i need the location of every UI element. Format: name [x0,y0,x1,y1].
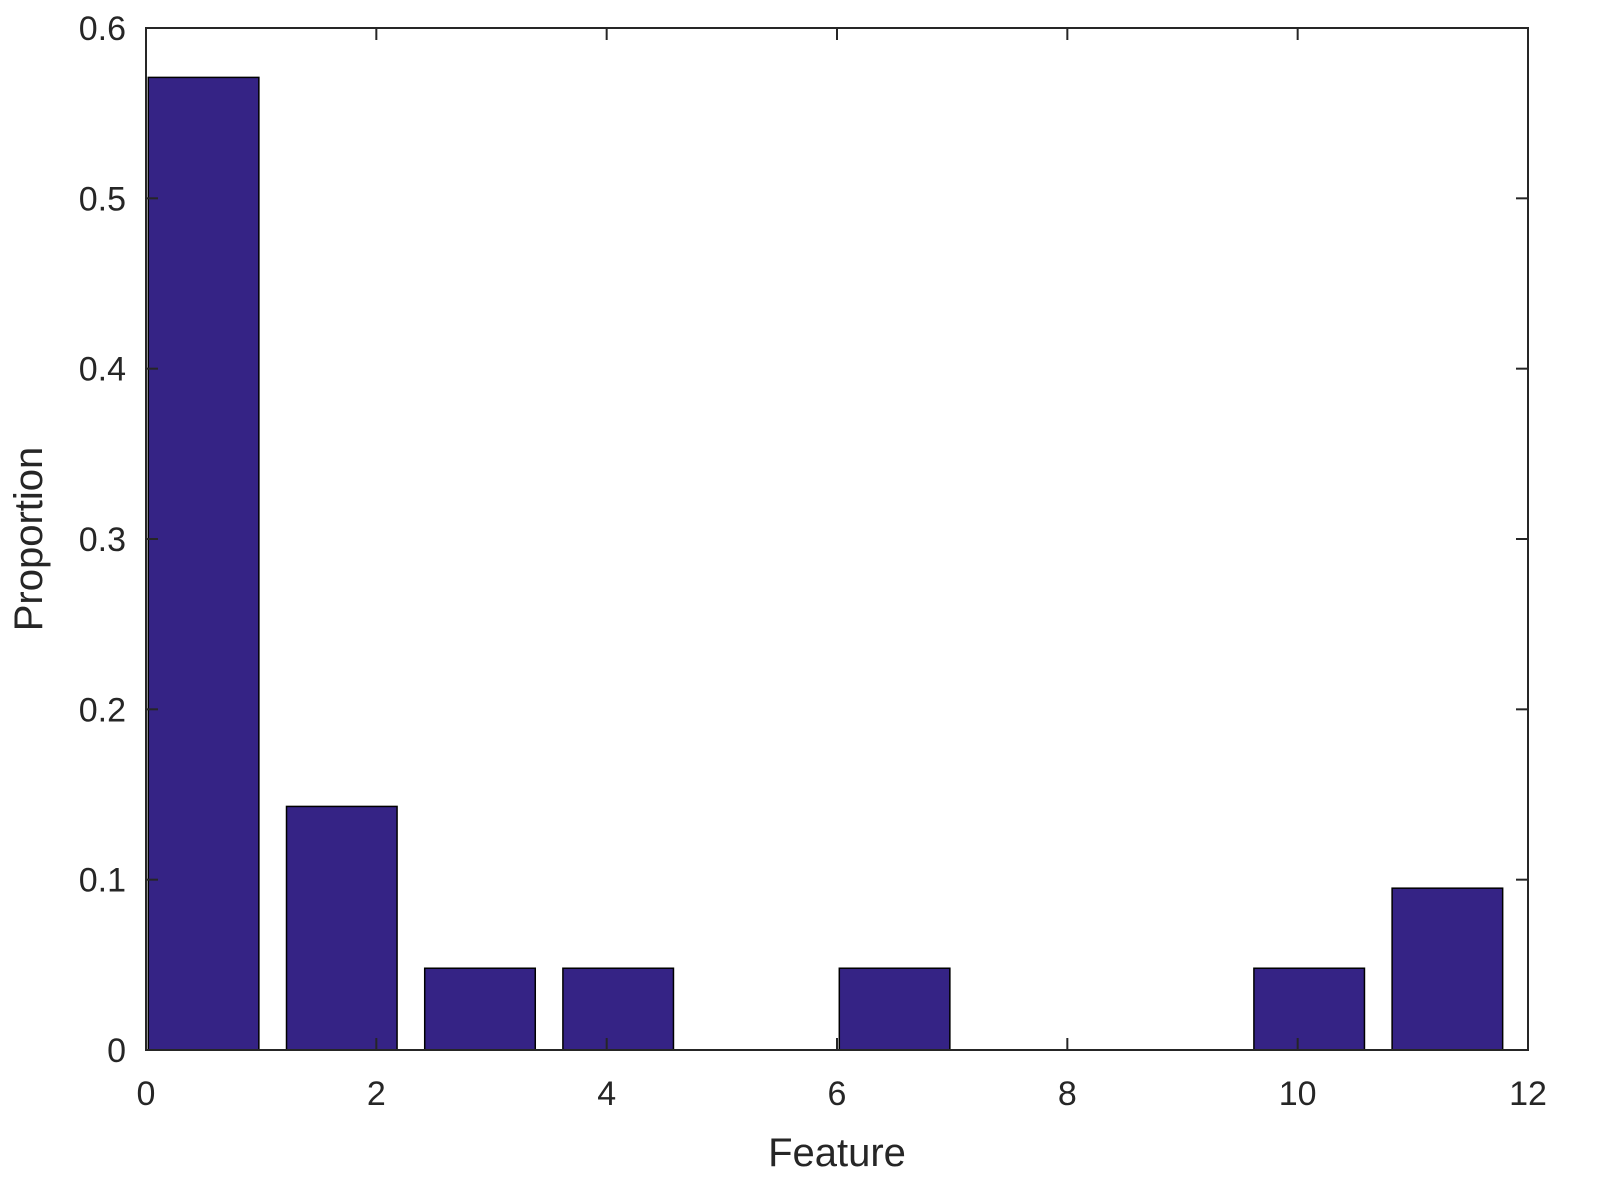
ticks [145,27,1529,1051]
x-tick-label-4: 8 [1058,1075,1077,1113]
y-tick-label-6: 0.6 [79,10,126,48]
bar-1 [285,805,398,1051]
x-tick-label-0: 0 [137,1075,156,1113]
x-tick-label-3: 6 [828,1075,847,1113]
tick-labels: 0 2 4 6 8 10 12 0 0.1 0.2 0.3 0.4 0.5 0.6 [79,10,1547,1113]
y-tick-label-1: 0.1 [79,862,126,900]
x-tick-label-2: 4 [597,1075,616,1113]
bar-5 [838,967,951,1051]
bar-2 [423,967,537,1051]
y-tick-label-4: 0.4 [79,351,126,389]
bar-3 [562,967,675,1051]
x-tick-label-6: 12 [1509,1075,1547,1113]
bar-9 [1391,887,1504,1051]
x-tick-label-1: 2 [367,1075,386,1113]
x-axis-label: Feature [768,1131,906,1175]
bar-0 [147,76,260,1051]
bar-8 [1253,967,1366,1051]
x-tick-label-5: 10 [1279,1075,1317,1113]
y-tick-label-0: 0 [107,1032,126,1070]
y-tick-label-2: 0.2 [79,691,126,729]
y-tick-label-3: 0.3 [79,521,126,559]
bars [147,76,1504,1051]
y-axis-label: Proportion [7,447,51,632]
y-tick-label-5: 0.5 [79,180,126,218]
